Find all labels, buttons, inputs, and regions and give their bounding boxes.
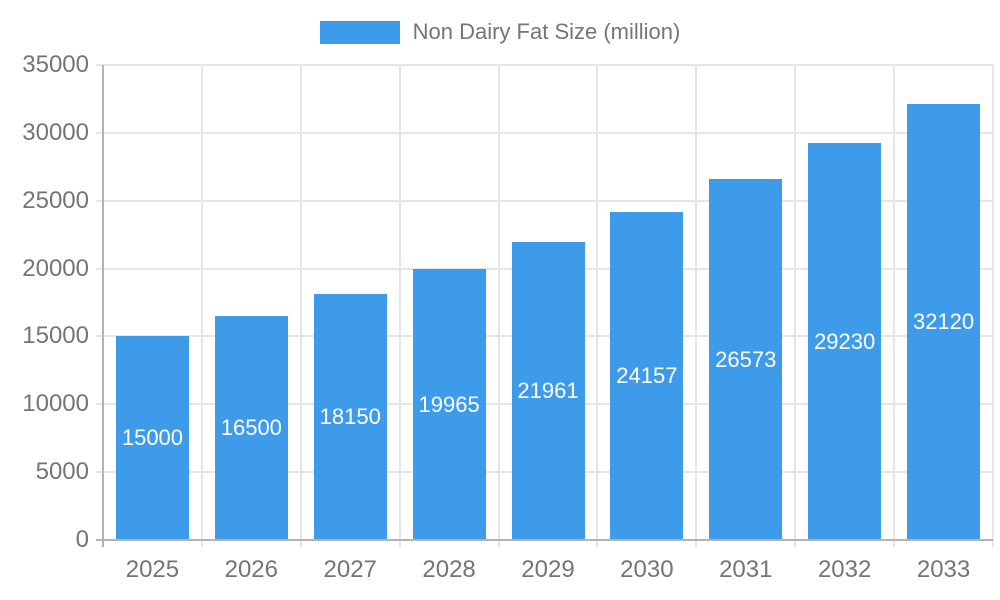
bar-value-label: 19965 <box>418 391 480 417</box>
y-axis-tick <box>96 471 103 474</box>
y-axis-label: 5000 <box>35 458 89 486</box>
x-axis-label: 2028 <box>422 556 476 583</box>
y-axis-label: 30000 <box>22 118 89 146</box>
y-axis-label: 0 <box>75 526 89 553</box>
y-axis-tick <box>96 267 103 270</box>
bar-value-label: 15000 <box>121 425 184 451</box>
x-gridline <box>299 65 302 547</box>
bar[interactable]: 18150 <box>313 293 387 540</box>
y-axis-label: 35000 <box>22 51 89 78</box>
bar[interactable]: 21961 <box>511 241 585 540</box>
bar-value-label: 32120 <box>912 309 975 335</box>
legend-label: Non Dairy Fat Size (million) <box>412 19 681 44</box>
bar[interactable]: 15000 <box>115 336 189 540</box>
bar-value-label: 26573 <box>715 346 777 372</box>
bar[interactable]: 19965 <box>412 269 486 540</box>
y-axis-label: 25000 <box>22 186 89 214</box>
x-axis-label: 2029 <box>521 556 575 583</box>
bar[interactable]: 29230 <box>808 143 882 540</box>
x-axis-label: 2026 <box>224 556 278 583</box>
bar[interactable]: 24157 <box>610 212 684 540</box>
x-gridline <box>695 65 698 547</box>
x-axis-label: 2033 <box>916 556 971 583</box>
y-axis-tick <box>96 131 103 134</box>
x-axis-label: 2027 <box>323 556 377 583</box>
y-axis-tick <box>96 335 103 338</box>
y-axis-label: 10000 <box>22 390 89 418</box>
bar[interactable]: 16500 <box>214 316 288 540</box>
y-axis-label: 15000 <box>22 322 89 350</box>
legend: Non Dairy Fat Size (million) <box>0 19 1000 45</box>
y-axis-line <box>102 65 104 547</box>
x-gridline <box>398 65 401 547</box>
x-gridline <box>893 65 896 547</box>
bar-value-label: 16500 <box>220 415 282 441</box>
bar-value-label: 21961 <box>517 377 579 403</box>
y-gridline <box>103 64 993 66</box>
legend-swatch <box>319 20 400 44</box>
bar[interactable]: 26573 <box>709 179 783 540</box>
x-axis-label: 2030 <box>620 556 674 583</box>
bar-value-label: 29230 <box>814 328 876 354</box>
bar[interactable]: 32120 <box>907 104 981 540</box>
x-gridline <box>992 65 994 547</box>
bar-value-label: 18150 <box>319 403 381 429</box>
x-gridline <box>596 65 599 547</box>
x-axis-label: 2031 <box>719 556 773 583</box>
y-axis-tick <box>96 199 103 202</box>
y-gridline <box>103 131 993 134</box>
y-axis-tick <box>96 64 103 66</box>
x-axis-label: 2032 <box>817 556 872 583</box>
bar-value-label: 24157 <box>616 363 678 389</box>
x-axis-label: 2025 <box>125 556 180 583</box>
x-gridline <box>200 65 203 547</box>
y-gridline <box>103 199 993 202</box>
x-gridline <box>794 65 797 547</box>
x-axis-line <box>96 539 993 541</box>
y-axis-label: 20000 <box>22 254 89 282</box>
y-axis-tick <box>96 403 103 406</box>
x-gridline <box>497 65 500 547</box>
